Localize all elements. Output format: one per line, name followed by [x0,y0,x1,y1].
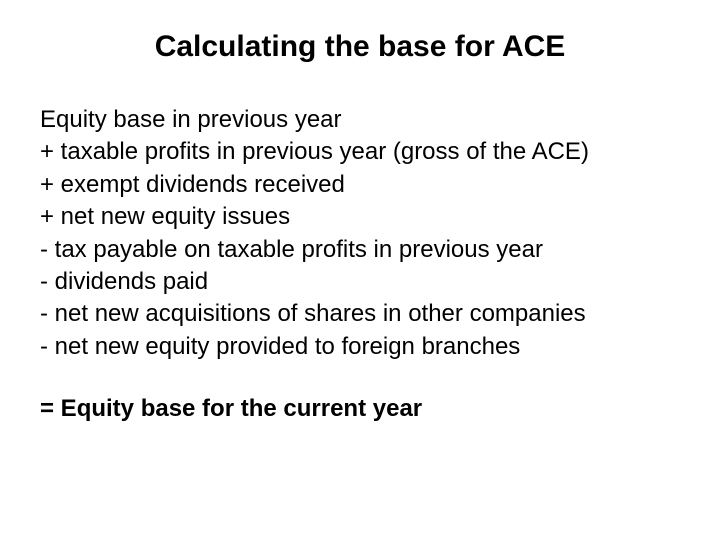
slide-title: Calculating the base for ACE [40,30,680,64]
calc-line: + taxable profits in previous year (gros… [40,136,680,168]
calc-result: = Equity base for the current year [40,393,680,425]
calc-line: - net new equity provided to foreign bra… [40,331,680,363]
calc-line: - dividends paid [40,266,680,298]
slide-content: Equity base in previous year + taxable p… [40,104,680,426]
calc-line: - tax payable on taxable profits in prev… [40,234,680,266]
calc-line: + exempt dividends received [40,169,680,201]
calc-line: - net new acquisitions of shares in othe… [40,298,680,330]
calc-line: + net new equity issues [40,201,680,233]
calc-line: Equity base in previous year [40,104,680,136]
